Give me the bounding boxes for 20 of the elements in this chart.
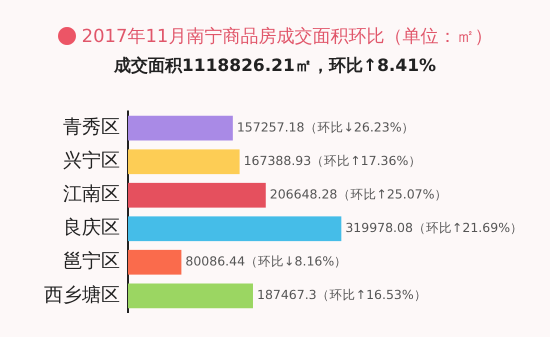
data-label: 319978.08（环比↑21.69%） <box>345 220 524 236</box>
y-tick-label: 良庆区 <box>63 216 120 239</box>
bar <box>128 149 240 174</box>
data-label: 187467.3（环比↑16.53%） <box>256 287 427 302</box>
y-tick-label: 邕宁区 <box>63 250 120 272</box>
bar <box>128 216 342 242</box>
chart-subtitle: 成交面积1118826.21㎡，环比↑8.41% <box>112 55 438 77</box>
bar <box>128 283 253 308</box>
data-label: 206648.28（环比↑25.07%） <box>270 186 448 202</box>
bar <box>128 250 182 275</box>
bar <box>128 182 266 208</box>
y-tick-label: 青秀区 <box>63 116 120 138</box>
bar <box>128 116 233 141</box>
chart-title: 2017年11月南宁商品房成交面积环比（单位：㎡） <box>82 25 492 48</box>
data-label: 157257.18（环比↓26.23%） <box>236 119 415 134</box>
y-tick-label: 江南区 <box>63 183 120 206</box>
y-tick-label: 兴宁区 <box>63 150 120 172</box>
data-label: 80086.44（环比↓8.16%） <box>185 254 348 269</box>
data-label: 167388.93（环比↑17.36%） <box>244 152 422 168</box>
y-tick-label: 西乡塘区 <box>44 284 120 306</box>
